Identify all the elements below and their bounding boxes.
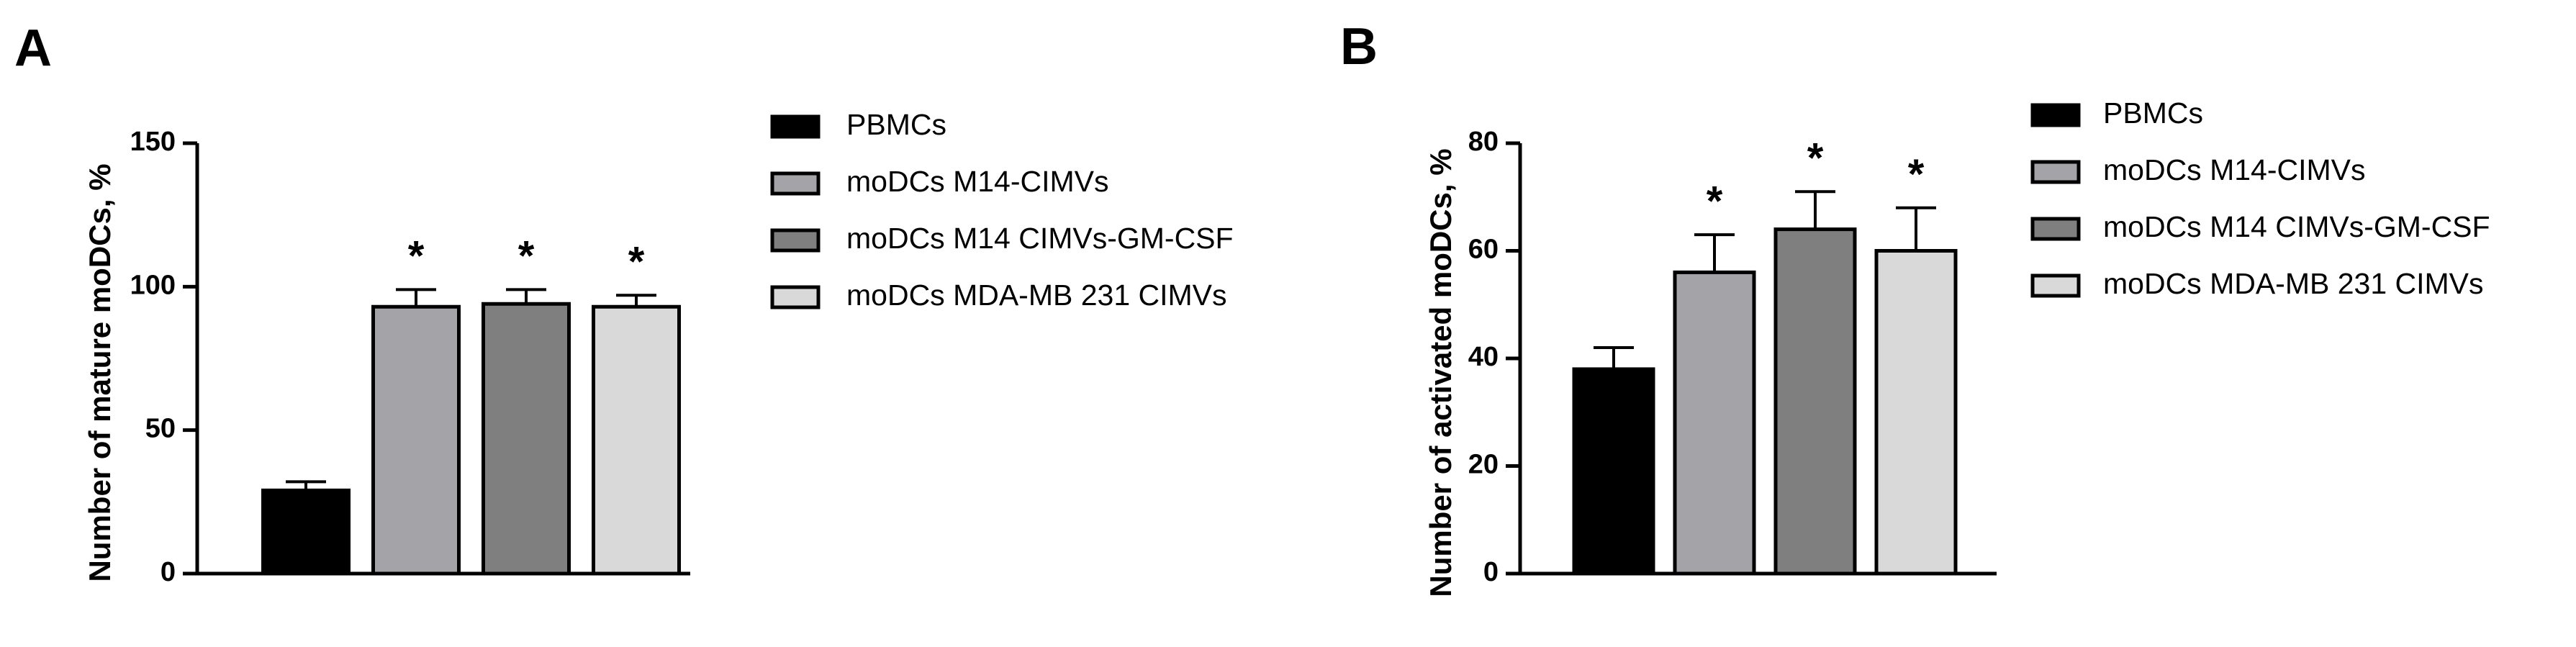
legend-swatch — [770, 114, 821, 139]
legend-label: PBMCs — [2103, 96, 2203, 130]
y-tick-label: 80 — [1468, 127, 1499, 157]
legend-swatch — [770, 171, 821, 196]
y-tick-label: 150 — [130, 127, 176, 157]
bar — [1773, 227, 1857, 576]
legend-swatch — [2030, 217, 2081, 241]
legend-label: moDCs M14 CIMVs-GM-CSF — [2103, 210, 2490, 243]
bar — [1572, 367, 1655, 576]
bar — [261, 488, 351, 576]
significance-mark: * — [1908, 151, 1925, 198]
bar — [592, 304, 681, 576]
legend-label: moDCs M14-CIMVs — [846, 165, 1108, 198]
legend-label: moDCs MDA-MB 231 CIMVs — [846, 279, 1227, 312]
y-tick-label: 0 — [161, 557, 176, 587]
bar — [1673, 270, 1756, 576]
panel-label: A — [14, 19, 52, 77]
significance-mark: * — [1707, 178, 1723, 225]
panel-label: B — [1340, 18, 1378, 76]
bar — [371, 304, 461, 576]
legend-swatch — [2030, 160, 2081, 184]
y-tick-label: 50 — [145, 414, 176, 444]
legend-label: moDCs M14 CIMVs-GM-CSF — [846, 222, 1234, 255]
significance-mark: * — [1807, 135, 1824, 182]
legend-swatch — [770, 228, 821, 253]
legend-swatch — [2030, 103, 2081, 127]
legend-label: moDCs M14-CIMVs — [2103, 153, 2365, 186]
significance-mark: * — [518, 233, 535, 280]
legend-swatch — [770, 285, 821, 309]
y-axis-label: Number of activated moDCs, % — [1424, 148, 1458, 597]
y-tick-label: 60 — [1468, 235, 1499, 265]
legend-swatch — [2030, 273, 2081, 298]
y-tick-label: 40 — [1468, 342, 1499, 372]
significance-mark: * — [408, 233, 425, 280]
bar — [482, 302, 571, 576]
bar — [1874, 249, 1958, 576]
y-tick-label: 20 — [1468, 450, 1499, 480]
legend-label: PBMCs — [846, 108, 946, 141]
y-tick-label: 0 — [1483, 557, 1499, 587]
legend-label: moDCs MDA-MB 231 CIMVs — [2103, 267, 2484, 300]
y-tick-label: 100 — [130, 270, 176, 300]
significance-mark: * — [628, 239, 645, 286]
y-axis-label: Number of mature moDCs, % — [83, 163, 117, 582]
